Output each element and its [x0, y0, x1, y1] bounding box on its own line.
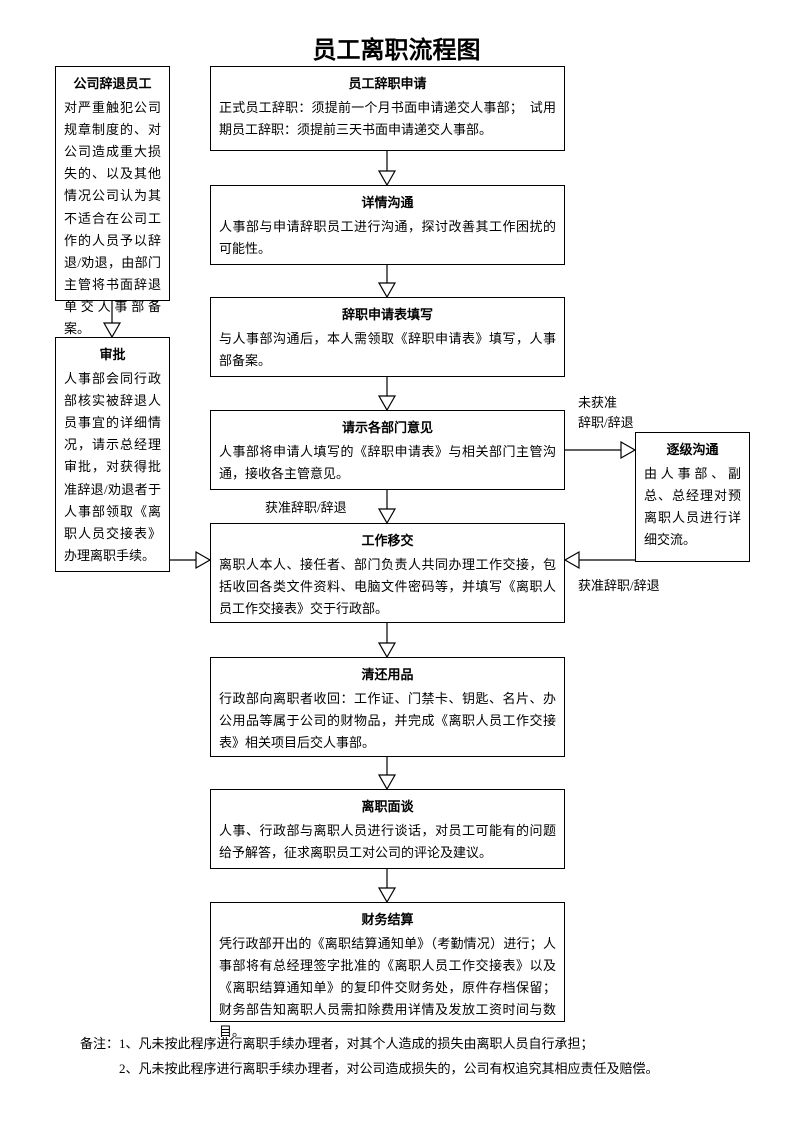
- label-not-approved-1: 未获准: [578, 392, 617, 411]
- box-return-title: 清还用品: [219, 664, 556, 686]
- page-title: 员工离职流程图: [0, 30, 793, 65]
- box-hand-body: 离职人本人、接任者、部门负责人共同办理工作交接，包括收回各类文件资料、电脑文件密…: [219, 554, 556, 620]
- box-dismiss: 公司辞退员工 对严重触犯公司规章制度的、对公司造成重大损失的、以及其他情况公司认…: [55, 66, 170, 301]
- note-2: 2、凡未按此程序进行离职手续办理者，对公司造成损失的，公司有权追究其相应责任及赔…: [119, 1061, 659, 1076]
- box-talk-body: 人事部与申请辞职员工进行沟通，探讨改善其工作困扰的可能性。: [219, 216, 556, 260]
- box-hand-title: 工作移交: [219, 530, 556, 552]
- box-hand: 工作移交 离职人本人、接任者、部门负责人共同办理工作交接，包括收回各类文件资料、…: [210, 523, 565, 623]
- box-apply-title: 员工辞职申请: [219, 73, 556, 95]
- footnote: 备注：1、凡未按此程序进行离职手续办理者，对其个人造成的损失由离职人员自行承担；…: [80, 1032, 730, 1081]
- box-return-body: 行政部向离职者收回：工作证、门禁卡、钥匙、名片、办公用品等属于公司的财物品，并完…: [219, 688, 556, 754]
- box-finance-title: 财务结算: [219, 909, 556, 931]
- box-approve: 审批 人事部会同行政部核实被辞退人员事宜的详细情况，请示总经理审批，对获得批准辞…: [55, 337, 170, 572]
- box-approve-body: 人事部会同行政部核实被辞退人员事宜的详细情况，请示总经理审批，对获得批准辞退/劝…: [64, 368, 161, 567]
- box-form-body: 与人事部沟通后，本人需领取《辞职申请表》填写，人事部备案。: [219, 328, 556, 372]
- box-form-title: 辞职申请表填写: [219, 304, 556, 326]
- box-talk-title: 详情沟通: [219, 192, 556, 214]
- box-opinion-body: 人事部将申请人填写的《辞职申请表》与相关部门主管沟通，接收各主管意见。: [219, 441, 556, 485]
- label-approved-2: 获准辞职/辞退: [578, 575, 660, 594]
- box-finance: 财务结算 凭行政部开出的《离职结算通知单》（考勤情况）进行；人事部将有总经理签字…: [210, 902, 565, 1022]
- box-interview-body: 人事、行政部与离职人员进行谈话，对员工可能有的问题给予解答，征求离职员工对公司的…: [219, 820, 556, 864]
- note-prefix: 备注：: [80, 1036, 119, 1051]
- box-escalate-title: 逐级沟通: [644, 439, 741, 461]
- box-escalate-body: 由人事部、副总、总经理对预离职人员进行详细交流。: [644, 463, 741, 551]
- label-not-approved-2: 辞职/辞退: [578, 412, 634, 431]
- box-dismiss-title: 公司辞退员工: [64, 73, 161, 95]
- box-talk: 详情沟通 人事部与申请辞职员工进行沟通，探讨改善其工作困扰的可能性。: [210, 185, 565, 265]
- label-approved-1: 获准辞职/辞退: [265, 497, 347, 516]
- box-opinion: 请示各部门意见 人事部将申请人填写的《辞职申请表》与相关部门主管沟通，接收各主管…: [210, 410, 565, 490]
- box-interview-title: 离职面谈: [219, 796, 556, 818]
- box-apply: 员工辞职申请 正式员工辞职：须提前一个月书面申请递交人事部； 试用期员工辞职：须…: [210, 66, 565, 151]
- box-interview: 离职面谈 人事、行政部与离职人员进行谈话，对员工可能有的问题给予解答，征求离职员…: [210, 789, 565, 869]
- note-1: 1、凡未按此程序进行离职手续办理者，对其个人造成的损失由离职人员自行承担；: [119, 1036, 594, 1051]
- box-finance-body: 凭行政部开出的《离职结算通知单》（考勤情况）进行；人事部将有总经理签字批准的《离…: [219, 933, 556, 1043]
- box-apply-body: 正式员工辞职：须提前一个月书面申请递交人事部； 试用期员工辞职：须提前三天书面申…: [219, 97, 556, 141]
- box-form: 辞职申请表填写 与人事部沟通后，本人需领取《辞职申请表》填写，人事部备案。: [210, 297, 565, 377]
- box-approve-title: 审批: [64, 344, 161, 366]
- box-opinion-title: 请示各部门意见: [219, 417, 556, 439]
- box-escalate: 逐级沟通 由人事部、副总、总经理对预离职人员进行详细交流。: [635, 432, 750, 562]
- box-dismiss-body: 对严重触犯公司规章制度的、对公司造成重大损失的、以及其他情况公司认为其不适合在公…: [64, 97, 161, 340]
- box-return: 清还用品 行政部向离职者收回：工作证、门禁卡、钥匙、名片、办公用品等属于公司的财…: [210, 657, 565, 757]
